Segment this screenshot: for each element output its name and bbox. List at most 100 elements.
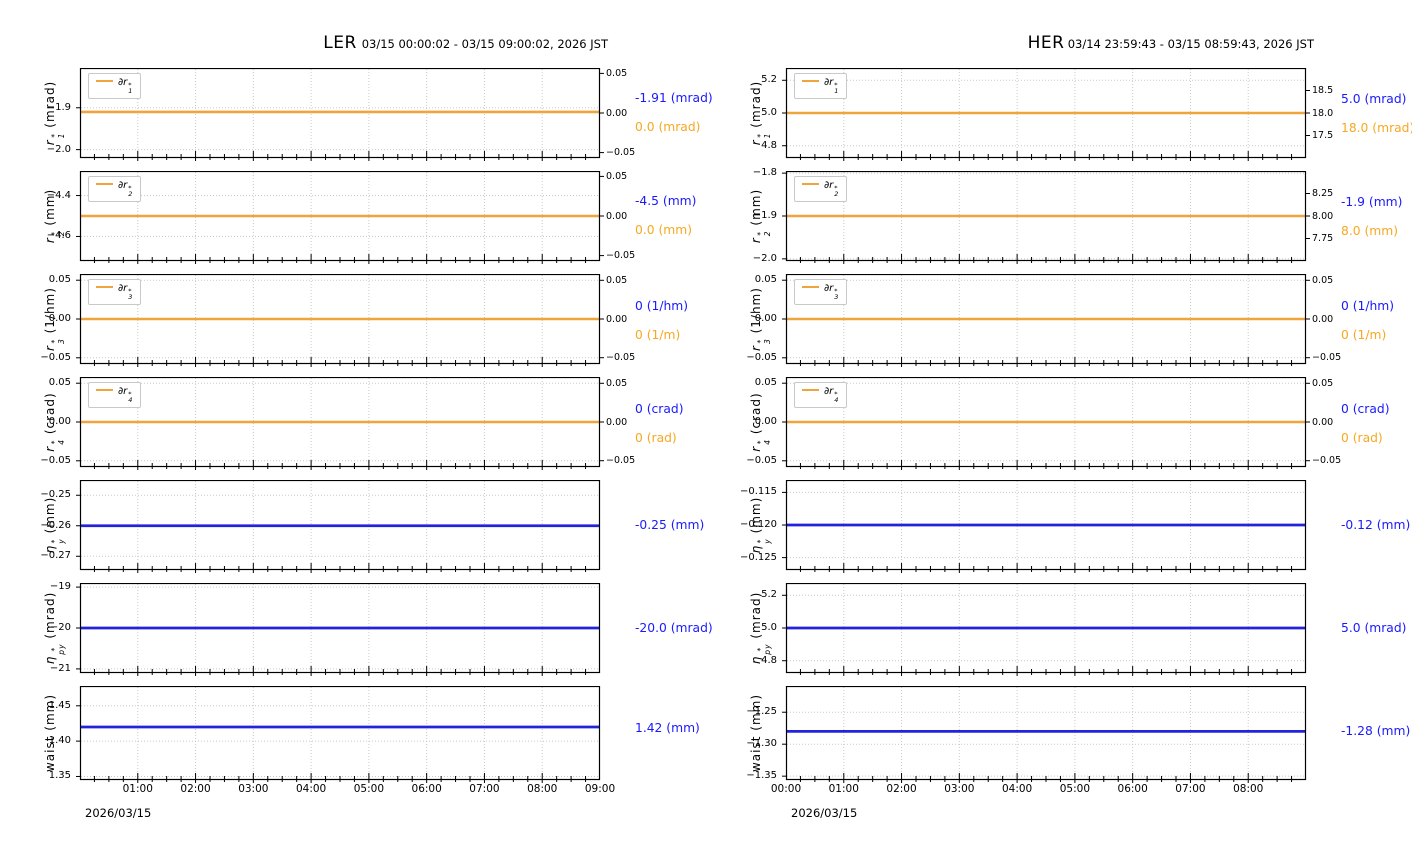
- y-tick-label: 5.2: [761, 74, 777, 86]
- legend-label: ∂r * 3: [824, 283, 839, 301]
- legend-label: ∂r * 1: [824, 77, 839, 95]
- plot-canvas: [76, 686, 601, 783]
- subplot-her-eta-y-star: η * y (mm) −0.115 −0.120 −0.125 -0.12 (mm): [706, 480, 1412, 576]
- value-label-primary: 0 (crad): [635, 402, 684, 417]
- y-tick-label: 0.05: [48, 377, 71, 389]
- y-tick-label: −1.35: [746, 770, 777, 782]
- right-tick-label: 0.05: [1312, 274, 1334, 286]
- value-label-secondary: 0.0 (mm): [635, 223, 693, 238]
- x-tick-label: 02:00: [886, 783, 917, 795]
- right-tick-label: 8.25: [1312, 188, 1334, 199]
- y-tick-label: −0.125: [739, 551, 777, 563]
- right-tick-label: 0.00: [606, 210, 628, 222]
- x-tick-label: 09:00: [584, 783, 616, 795]
- panel-title-ler: LER: [323, 33, 357, 53]
- y-tick-label: −1.25: [746, 706, 777, 718]
- value-label-primary: -1.28 (mm): [1341, 724, 1411, 739]
- y-tick-label: 0.05: [754, 377, 777, 389]
- panel-title-her: HER: [1027, 33, 1065, 53]
- subplot-ler-r1-star: r * 1 (mrad) −1.9 −2.0 0.05 0.00 −0.05 ∂r * 1 -1.91…: [0, 68, 713, 164]
- right-tick-label: −0.05: [1312, 352, 1342, 364]
- plot-canvas: [782, 686, 1307, 783]
- plot-canvas: [782, 171, 1310, 264]
- plot-canvas: [782, 68, 1310, 161]
- value-label-secondary: 0 (rad): [635, 431, 677, 446]
- y-tick-label: −1.8: [752, 167, 777, 179]
- x-tick-label: 05:00: [353, 783, 384, 795]
- y-tick-label: −0.05: [746, 454, 777, 466]
- x-tick-label: 04:00: [1001, 783, 1033, 795]
- x-tick-label: 02:00: [180, 783, 211, 795]
- right-tick-label: 0.05: [1312, 377, 1334, 389]
- legend-label: ∂r * 2: [118, 180, 133, 198]
- right-tick-label: 0.00: [606, 416, 628, 428]
- plot-canvas: [782, 377, 1310, 470]
- y-tick-label: −2.0: [752, 252, 777, 264]
- y-tick-label: −0.05: [40, 351, 71, 363]
- legend-swatch-icon: [802, 182, 819, 185]
- x-tick-label: 03:00: [944, 783, 975, 795]
- right-tick-label: 0.05: [606, 274, 628, 286]
- value-label-primary: -0.25 (mm): [635, 518, 705, 532]
- legend-swatch-icon: [802, 388, 819, 391]
- panel-timerange-her: 03/14 23:59:43 - 03/15 08:59:43, 2026 JS…: [1067, 37, 1314, 51]
- x-tick-label: 03:00: [238, 783, 269, 795]
- y-tick-label: −4.6: [46, 230, 71, 242]
- legend-label: ∂r * 3: [118, 283, 133, 301]
- y-tick-label: 1.45: [48, 699, 71, 711]
- value-label-primary: 0 (crad): [1341, 402, 1390, 417]
- y-tick-label: 5.0: [761, 622, 777, 633]
- panel-ler: LER 03/15 00:00:02 - 03/15 09:00:02, 202…: [0, 33, 713, 820]
- y-tick-label: 1.35: [48, 770, 71, 782]
- legend-label: ∂r * 1: [118, 77, 133, 95]
- y-tick-label: 5.2: [761, 589, 777, 601]
- y-tick-label: −0.05: [746, 351, 777, 363]
- y-tick-label: 0.00: [754, 416, 777, 427]
- panel-timerange-ler: 03/15 00:00:02 - 03/15 09:00:02, 2026 JS…: [361, 37, 608, 51]
- y-tick-label: 0.00: [48, 313, 71, 324]
- plot-canvas: [76, 68, 604, 161]
- y-tick-label: 1.40: [48, 735, 71, 747]
- subplot-her-r1-star: r * 1 (mrad) 5.2 5.0 4.8 18.5 18.0 17.5 ∂r * 1 5.0 (…: [706, 68, 1412, 164]
- y-tick-label: −0.27: [40, 550, 71, 562]
- y-axis-label: r * 2 (mm): [43, 188, 66, 244]
- y-tick-label: −1.9: [46, 101, 71, 113]
- panel-her: HER 03/14 23:59:43 - 03/15 08:59:43, 202…: [706, 0, 1412, 864]
- right-tick-label: 18.5: [1312, 85, 1334, 96]
- x-tick-label: 07:00: [1175, 783, 1206, 795]
- y-tick-label: −1.9: [752, 210, 777, 221]
- right-tick-label: 0.00: [606, 107, 628, 119]
- right-tick-label: 0.00: [1312, 416, 1334, 428]
- value-label-primary: 1.42 (mm): [635, 721, 700, 736]
- y-tick-label: 0.05: [48, 274, 71, 286]
- plot-canvas: [76, 480, 601, 573]
- x-tick-label: 08:00: [527, 783, 558, 795]
- value-label-secondary: 0.0 (mrad): [635, 120, 701, 135]
- x-tick-label: 06:00: [411, 783, 442, 795]
- value-label-primary: 5.0 (mrad): [1341, 621, 1407, 635]
- y-tick-label: −0.115: [739, 486, 777, 498]
- subplot-ler-r2-star: r * 2 (mm) −4.4 −4.6 0.05 0.00 −0.05 ∂r * 2 -4.5 (m…: [0, 171, 706, 267]
- y-tick-label: −0.05: [40, 454, 71, 466]
- y-tick-label: −1.30: [746, 738, 777, 750]
- right-tick-label: −0.05: [1312, 455, 1342, 467]
- x-tick-label: 00:00: [770, 783, 802, 795]
- subplot-ler-r3-star: r * 3 (1/hm) 0.05 0.00 −0.05 0.05 0.00 −0.05 ∂r * 3…: [0, 274, 706, 370]
- value-label-secondary: 0 (1/m): [635, 328, 681, 343]
- right-tick-label: −0.05: [606, 455, 636, 467]
- x-axis-date-her: 2026/03/15: [791, 806, 858, 820]
- x-tick-label: 05:00: [1059, 783, 1090, 795]
- legend-box: ∂r * 1: [794, 73, 848, 99]
- subplot-her-r4-star: r * 4 (crad) 0.05 0.00 −0.05 0.05 0.00 −0.05 ∂r * 4…: [706, 377, 1412, 473]
- x-tick-label: 08:00: [1233, 783, 1264, 795]
- value-label-primary: -1.91 (mrad): [635, 90, 713, 105]
- plot-canvas: [76, 377, 604, 470]
- y-tick-label: −0.120: [739, 519, 777, 530]
- legend-box: ∂r * 2: [88, 176, 142, 202]
- x-tick-label: 01:00: [122, 783, 153, 795]
- right-tick-label: 7.75: [1312, 233, 1334, 244]
- plot-canvas: [76, 171, 604, 264]
- y-tick-label: −20: [49, 622, 71, 633]
- legend-swatch-icon: [96, 388, 113, 391]
